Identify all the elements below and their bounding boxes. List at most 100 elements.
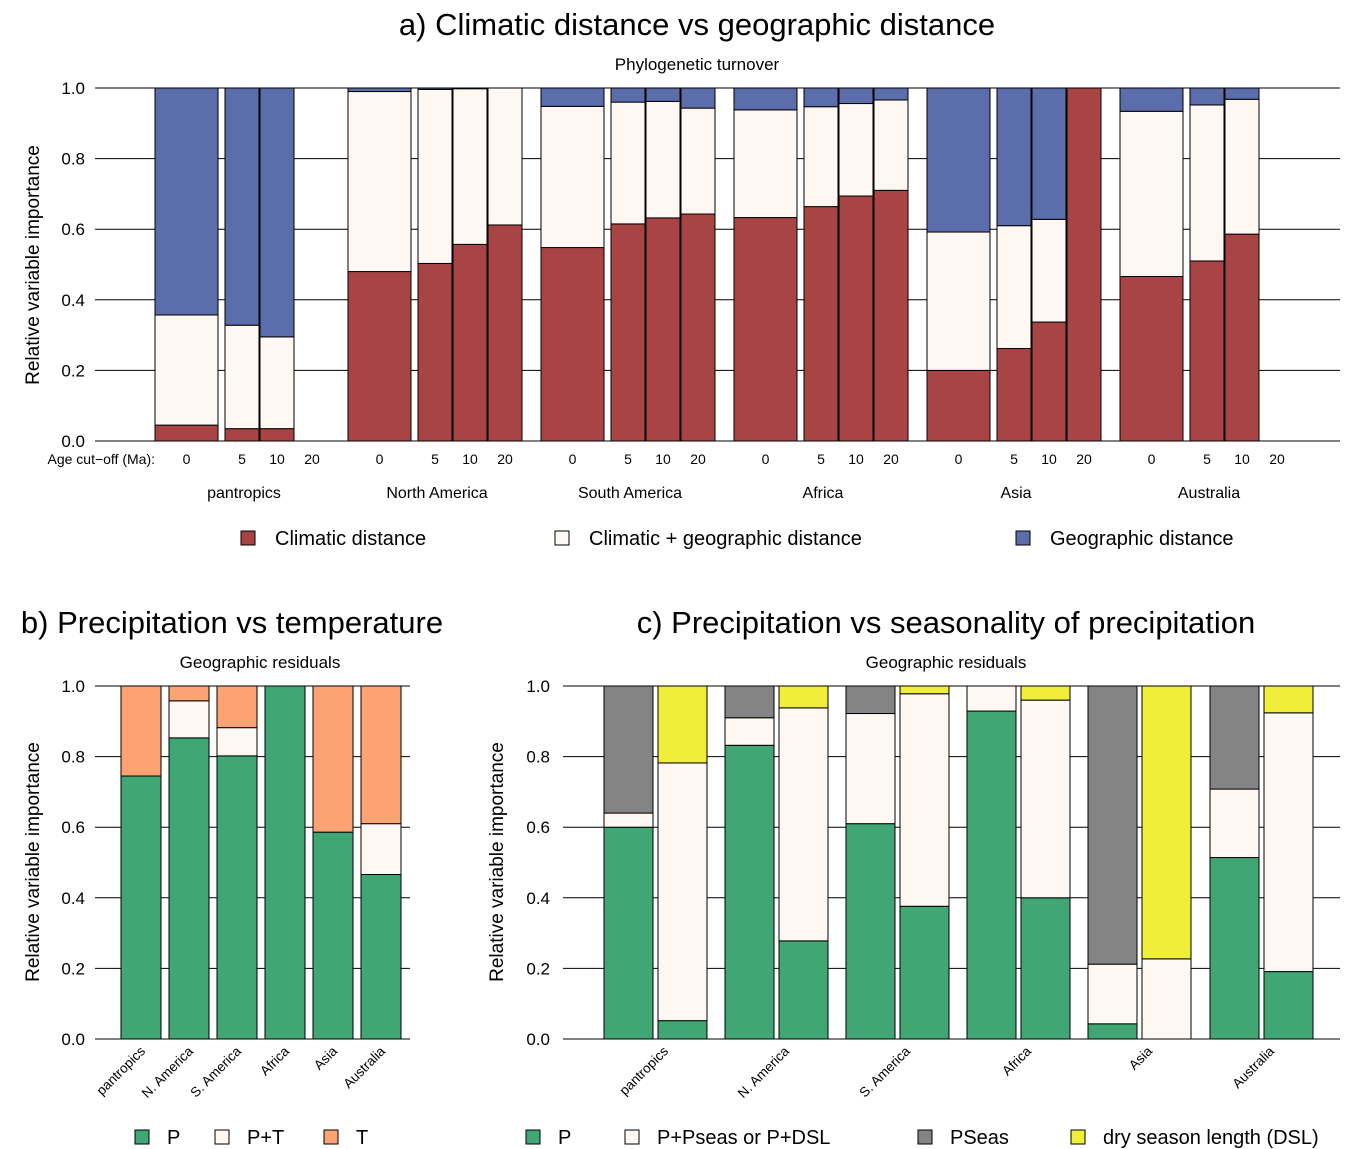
age-tick-label: 0 <box>955 451 963 467</box>
bar-africa-age-10 <box>838 87 874 105</box>
bar-africa-dsl <box>1020 897 1071 1040</box>
bar-pantropics-pseas <box>603 812 654 828</box>
bar-s-america-pseas <box>845 685 896 715</box>
bar-pantropics <box>120 775 162 1040</box>
category-label: Australia <box>1229 1043 1277 1091</box>
bar-south-america-age-20 <box>680 87 716 109</box>
age-tick-label: 10 <box>655 451 671 467</box>
legend-label-DSL: dry season length (DSL) <box>1103 1127 1319 1149</box>
bar-north-america-age-10 <box>452 87 488 90</box>
panel-a-ytick-label: 0.8 <box>61 150 85 169</box>
bar-south-america-age-0 <box>540 105 605 249</box>
category-label: Australia <box>340 1043 388 1091</box>
bar-n-america <box>168 737 210 1040</box>
panel-a-age-label: Age cut−off (Ma): <box>47 451 155 467</box>
bar-australia-pseas <box>1209 685 1260 790</box>
bar-south-america-age-10 <box>645 217 681 442</box>
bar-pantropics-age-5 <box>224 87 260 326</box>
bar-africa-dsl <box>1020 685 1071 701</box>
legend-label-P: P <box>167 1127 180 1149</box>
panel-c-title: c) Precipitation vs seasonality of preci… <box>637 605 1256 640</box>
bar-south-america-age-0 <box>540 87 605 107</box>
legend-swatch-P-Pseas-or-P-DSL <box>624 1129 640 1145</box>
panel-b-legend: P P+T T <box>134 1127 368 1149</box>
panel-a-ytick-label: 1.0 <box>61 79 85 98</box>
bar-n-america <box>168 700 210 739</box>
bar-pantropics <box>120 685 162 777</box>
category-label: pantropics <box>616 1043 671 1098</box>
bar-south-america-age-10 <box>645 100 681 219</box>
age-tick-label: 0 <box>183 451 191 467</box>
legend-swatch-PSeas <box>917 1129 933 1145</box>
age-tick-label: 10 <box>269 451 285 467</box>
age-tick-label: 10 <box>848 451 864 467</box>
age-tick-label: 5 <box>817 451 825 467</box>
bar-pantropics-age-0 <box>154 424 219 442</box>
panel-b-ytick-label: 0.4 <box>61 889 85 908</box>
panel-b-title: b) Precipitation vs temperature <box>21 605 443 640</box>
legend-label-geographic: Geographic distance <box>1050 528 1233 550</box>
bar-australia-age-5 <box>1189 260 1225 442</box>
panel-b-ytick-label: 0.2 <box>61 959 85 978</box>
panel-a-ytick-label: 0.2 <box>61 361 85 380</box>
bar-australia-age-5 <box>1189 87 1225 106</box>
bar-n-america <box>168 685 210 702</box>
region-label: Africa <box>803 485 844 502</box>
bar-australia-age-10 <box>1224 98 1260 235</box>
age-tick-label: 20 <box>1269 451 1285 467</box>
panel-a-title: a) Climatic distance vs geographic dista… <box>399 7 995 42</box>
bar-north-america-age-20 <box>487 87 523 226</box>
bar-australia-age-10 <box>1224 233 1260 442</box>
bar-asia-age-5 <box>996 87 1032 227</box>
panel-c-subtitle: Geographic residuals <box>866 653 1027 672</box>
bar-australia-age-10 <box>1224 87 1260 100</box>
panel-c-legend: P P+Pseas or P+DSL PSeas dry season leng… <box>525 1127 1319 1149</box>
bar-asia-age-10 <box>1031 87 1067 220</box>
bar-asia-age-5 <box>996 225 1032 350</box>
bar-s-america-dsl <box>899 685 950 695</box>
bar-pantropics-pseas <box>603 826 654 1040</box>
legend-swatch-P+T <box>214 1129 230 1145</box>
bar-south-america-age-5 <box>610 87 646 103</box>
age-tick-label: 20 <box>883 451 899 467</box>
legend-label-climatic: Climatic distance <box>275 528 426 550</box>
bar-s-america-dsl <box>899 905 950 1040</box>
bar-n-america-pseas <box>724 717 775 746</box>
bar-pantropics-age-10 <box>259 428 295 442</box>
legend-swatch-climatic <box>240 530 256 546</box>
bar-pantropics-age-5 <box>224 324 260 430</box>
panel-c-ylabel: Relative variable importance <box>487 742 508 982</box>
bar-australia-pseas <box>1209 788 1260 859</box>
bar-africa-pseas <box>966 710 1017 1040</box>
age-tick-label: 20 <box>304 451 320 467</box>
bar-south-america-age-0 <box>540 247 605 442</box>
panel-c-ytick-label: 0.0 <box>526 1030 550 1049</box>
bar-s-america <box>216 727 258 757</box>
bar-pantropics-age-10 <box>259 336 295 430</box>
bar-pantropics-dsl <box>657 1020 708 1040</box>
bar-asia-age-0 <box>926 87 991 233</box>
legend-swatch-P <box>134 1129 150 1145</box>
bar-south-america-age-5 <box>610 223 646 442</box>
bar-africa-age-0 <box>733 217 798 442</box>
bar-africa-age-20 <box>873 99 909 191</box>
legend-swatch-P <box>525 1129 541 1145</box>
region-label: Australia <box>1178 485 1240 502</box>
panel-c-plot: 0.0 0.2 0.4 0.6 0.8 1.0 pantropics N. America S.… <box>526 677 1340 1101</box>
category-label: Africa <box>999 1043 1034 1078</box>
bar-pantropics-dsl <box>657 762 708 1022</box>
bar-n-america-pseas <box>724 685 775 719</box>
panel-a-subtitle: Phylogenetic turnover <box>615 55 780 74</box>
bar-australia-pseas <box>1209 857 1260 1040</box>
bar-australia <box>360 874 402 1040</box>
bar-africa <box>264 685 306 1040</box>
category-label: Asia <box>311 1043 341 1073</box>
panel-b-ytick-label: 0.0 <box>61 1030 85 1049</box>
bar-south-america-age-20 <box>680 107 716 215</box>
bar-africa-age-5 <box>803 206 839 442</box>
category-label: N. America <box>735 1043 793 1101</box>
age-tick-label: 5 <box>431 451 439 467</box>
category-label: S. America <box>856 1043 913 1100</box>
bar-south-america-age-10 <box>645 87 681 102</box>
bar-asia <box>312 831 354 1040</box>
